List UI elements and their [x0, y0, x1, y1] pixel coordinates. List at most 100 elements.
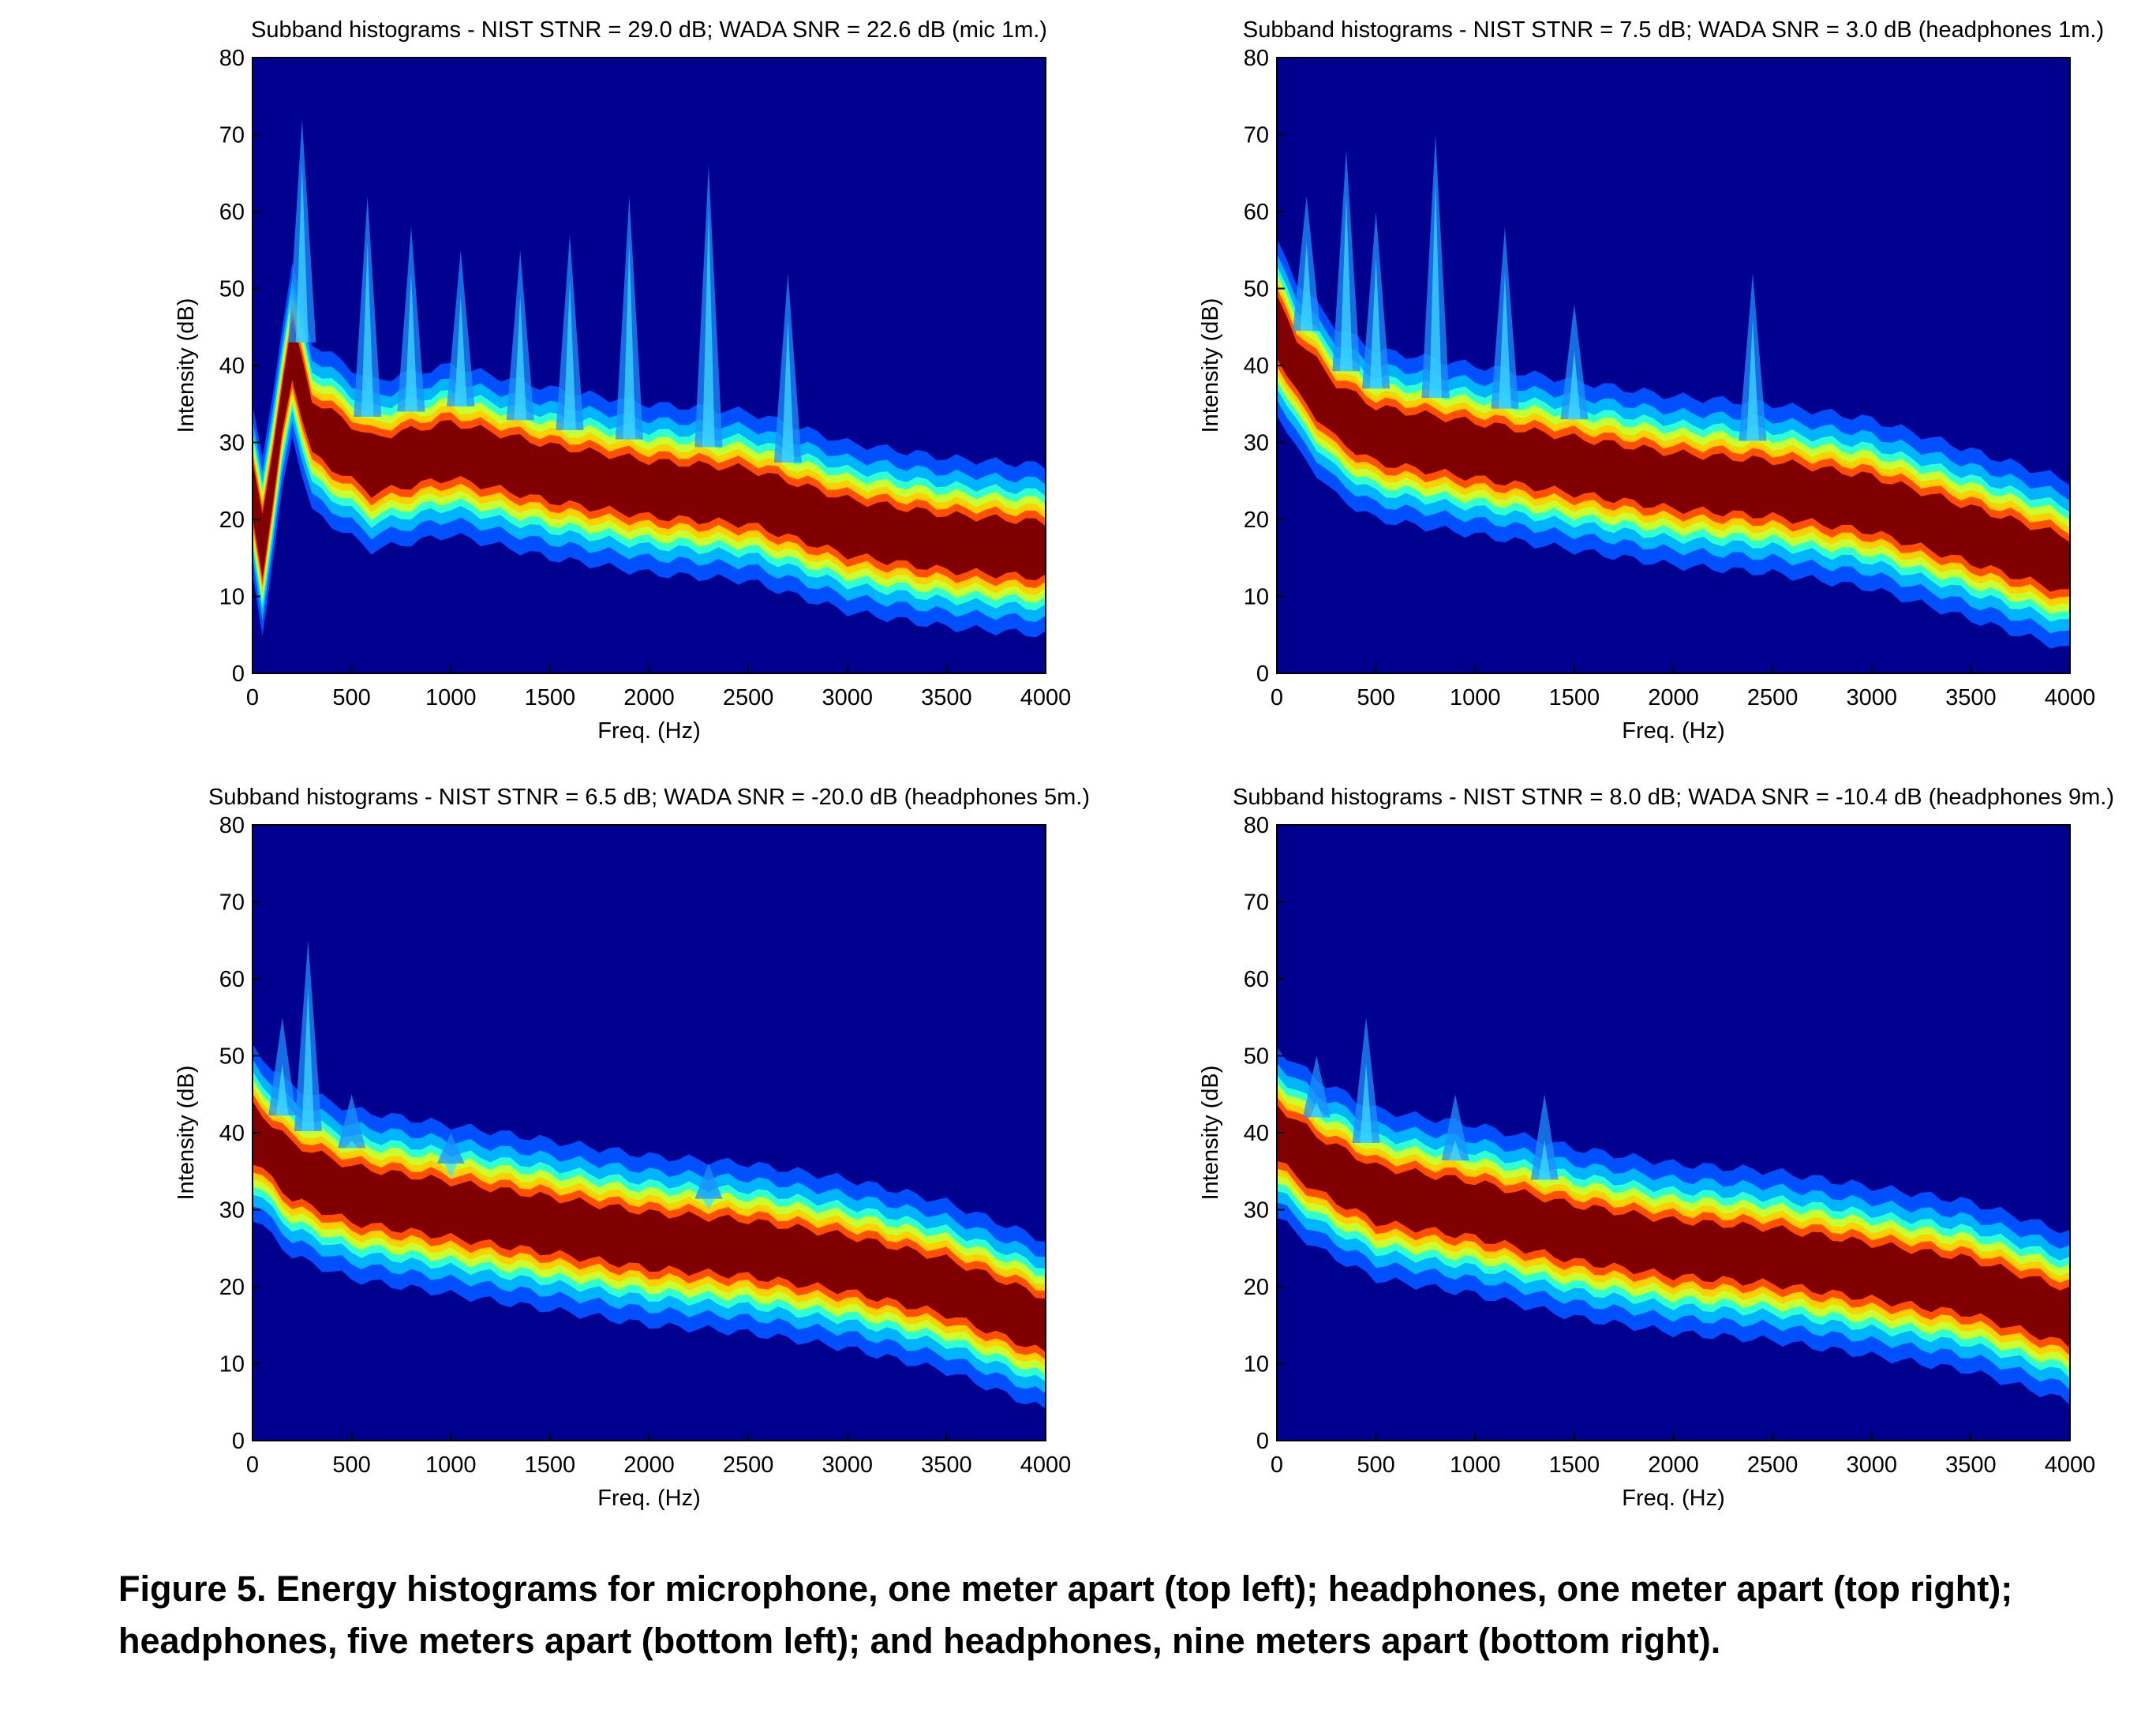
chart-title: Subband histograms - NIST STNR = 7.5 dB;…: [1243, 17, 2104, 43]
x-tick-label: 4000: [2045, 1452, 2096, 1478]
y-tick-label: 50: [219, 277, 245, 302]
y-tick-label: 80: [1244, 46, 1269, 71]
x-tick-label: 500: [1357, 685, 1394, 710]
y-tick-label: 80: [219, 46, 245, 71]
x-tick-label: 1500: [525, 1452, 576, 1478]
spectral-peak-core-2: [361, 242, 374, 417]
x-tick-label: 0: [1271, 685, 1283, 710]
y-tick-label: 40: [1244, 354, 1269, 379]
histogram-panel-1: 0 500 1000 1500 2000 2500 3000 3500 4000 0 10 20 30 4…: [174, 17, 1071, 744]
x-tick-label: 4000: [2045, 685, 2096, 710]
x-tick-label: 4000: [1020, 1452, 1072, 1478]
spectral-peak-core-3: [405, 273, 417, 412]
y-tick-label: 80: [1244, 813, 1269, 838]
y-tick-label: 50: [219, 1044, 245, 1070]
x-tick-label: 0: [1271, 1452, 1283, 1478]
y-tick-label: 30: [219, 431, 245, 456]
x-tick-label: 1000: [425, 685, 477, 710]
spectral-peak-5: [694, 1164, 723, 1199]
chart-title: Subband histograms - NIST STNR = 29.0 dB…: [251, 17, 1047, 43]
x-tick-label: 500: [332, 685, 370, 710]
y-tick-label: 40: [219, 354, 245, 379]
ridge-band-7: [1277, 1104, 2070, 1349]
spectral-peak-core-5: [514, 296, 527, 421]
spectral-peak-core-5: [702, 1198, 715, 1210]
y-tick-label: 20: [1244, 1275, 1269, 1300]
heatmap-layer: [1277, 1017, 2070, 1406]
spectral-peak-core-2: [1360, 1063, 1372, 1143]
y-tick-label: 70: [1244, 123, 1269, 148]
y-tick-label: 70: [1244, 890, 1269, 916]
ridge-band-7: [253, 1100, 1046, 1352]
spectral-peak-core-7: [1746, 319, 1759, 441]
y-tick-label: 60: [1244, 967, 1269, 992]
spectral-peak-core-4: [1538, 1140, 1551, 1180]
figure-caption: Figure 5. Energy histograms for micropho…: [118, 1563, 2107, 1667]
x-tick-label: 0: [246, 1452, 259, 1478]
y-tick-label: 0: [1256, 661, 1269, 687]
spectral-peak-core-4: [1429, 181, 1442, 398]
y-tick-label: 0: [232, 1429, 245, 1454]
y-tick-label: 50: [1244, 1044, 1269, 1070]
spectral-peak-core-3: [1449, 1140, 1462, 1161]
x-tick-label: 2000: [1648, 1452, 1699, 1478]
spectral-peak-4: [1530, 1094, 1559, 1180]
caption-line-1: Figure 5. Energy histograms for micropho…: [118, 1568, 2013, 1609]
x-tick-label: 2000: [1648, 685, 1699, 710]
x-tick-label: 3500: [921, 1452, 972, 1478]
y-tick-label: 60: [1244, 200, 1269, 225]
y-tick-label: 60: [219, 967, 245, 992]
x-tick-label: 1500: [525, 685, 576, 710]
y-tick-label: 80: [219, 813, 245, 838]
y-tick-label: 30: [219, 1198, 245, 1224]
spectral-peak-core-6: [1568, 350, 1581, 420]
x-tick-label: 2500: [723, 1452, 774, 1478]
spectral-peak-core-5: [1499, 273, 1511, 409]
y-tick-label: 20: [1244, 508, 1269, 533]
spectral-peak-core-2: [301, 986, 315, 1131]
y-tick-label: 60: [219, 200, 245, 225]
y-tick-label: 10: [219, 1352, 245, 1377]
x-tick-label: 1000: [425, 1452, 477, 1478]
x-tick-label: 3500: [1945, 685, 1997, 710]
spectral-peak-core-2: [1340, 196, 1353, 372]
x-tick-label: 3500: [1945, 1452, 1997, 1478]
y-tick-label: 70: [219, 123, 245, 148]
y-tick-label: 40: [1244, 1121, 1269, 1146]
caption-line-2: headphones, five meters apart (bottom le…: [118, 1621, 1721, 1661]
x-axis-label: Freq. (Hz): [1622, 1486, 1725, 1511]
chart-title: Subband histograms - NIST STNR = 6.5 dB;…: [208, 785, 1090, 810]
spectral-peak-core-1: [275, 1063, 289, 1116]
y-axis-label: Intensity (dB): [174, 298, 199, 433]
y-axis-label: Intensity (dB): [1198, 1066, 1223, 1201]
spectral-peak-core-3: [1369, 257, 1383, 389]
spectral-peak-core-8: [702, 212, 715, 448]
x-tick-label: 3000: [1846, 685, 1897, 710]
y-axis-label: Intensity (dB): [1198, 298, 1223, 433]
y-tick-label: 20: [219, 1275, 245, 1300]
heatmap-layer: [1277, 134, 2070, 649]
x-tick-label: 1000: [1450, 685, 1501, 710]
spectral-peak-1: [1302, 1055, 1331, 1118]
y-tick-label: 10: [1244, 585, 1269, 610]
x-tick-label: 0: [246, 685, 259, 710]
y-tick-label: 10: [1244, 1352, 1269, 1377]
spectral-peak-core-1: [1300, 242, 1313, 332]
spectral-peak-3: [338, 1094, 366, 1149]
spectral-peak-core-3: [345, 1140, 358, 1149]
ridge-band-7: [253, 320, 1046, 581]
y-tick-label: 20: [219, 508, 245, 533]
spectral-peak-core-7: [623, 242, 636, 440]
spectral-peak-core-9: [781, 319, 795, 463]
x-tick-label: 1500: [1549, 685, 1600, 710]
y-tick-label: 30: [1244, 1198, 1269, 1224]
x-tick-label: 500: [332, 1452, 370, 1478]
x-tick-label: 3500: [921, 685, 972, 710]
x-axis-label: Freq. (Hz): [597, 1486, 701, 1511]
x-tick-label: 2000: [623, 1452, 675, 1478]
spectral-peak-core-4: [444, 1164, 458, 1179]
x-tick-label: 2500: [1747, 1452, 1799, 1478]
heatmap-layer: [253, 940, 1046, 1409]
y-tick-label: 10: [219, 585, 245, 610]
